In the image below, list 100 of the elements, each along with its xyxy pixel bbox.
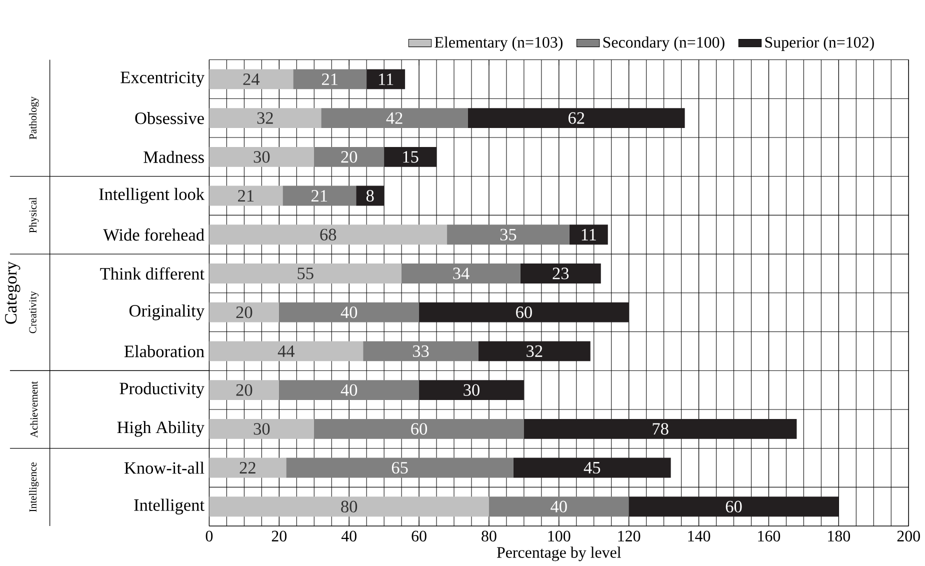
text: Physical <box>29 197 39 233</box>
bar <box>402 264 520 284</box>
bar <box>209 496 489 517</box>
bar <box>488 496 629 517</box>
y-tick-label: Intelligent look <box>99 188 205 204</box>
x-tick-label: 120 <box>618 530 640 542</box>
data-label: 35 <box>500 228 516 240</box>
data-label: 44 <box>278 346 295 357</box>
x-tick-label: 200 <box>897 530 920 542</box>
bar <box>279 380 420 400</box>
bar <box>520 264 601 284</box>
bar <box>366 69 406 90</box>
bar <box>569 224 608 245</box>
data-label: 60 <box>726 500 742 512</box>
data-label: 60 <box>516 306 532 318</box>
text: Intelligence <box>29 462 39 512</box>
y-tick-label: Intelligent <box>134 498 204 515</box>
text: Achievement <box>30 381 38 438</box>
data-label: 68 <box>320 228 336 240</box>
bar <box>209 69 294 90</box>
x-tick-label: 60 <box>412 530 426 542</box>
legend-label: Secondary (n=100) <box>603 36 724 52</box>
bar <box>628 496 839 517</box>
y-tick-label: Think different <box>100 267 204 280</box>
bar <box>321 108 468 128</box>
bar <box>209 147 314 167</box>
data-label: 20 <box>236 384 252 396</box>
data-label: 15 <box>403 151 418 163</box>
bar <box>363 341 478 362</box>
data-label: 30 <box>254 423 270 435</box>
bar <box>468 108 685 128</box>
bar <box>209 302 280 322</box>
bar <box>209 380 280 400</box>
x-tick-label: 160 <box>758 530 780 542</box>
bar <box>209 186 283 206</box>
data-label: 45 <box>584 462 600 474</box>
data-label: 30 <box>464 384 480 396</box>
y-tick-label: Originality <box>129 304 204 320</box>
data-label: 22 <box>240 462 256 474</box>
bar <box>286 458 514 478</box>
y-tick-label: Know-it-all <box>124 462 204 474</box>
y-tick-label: Elaboration <box>124 345 204 358</box>
data-label: 24 <box>243 74 260 85</box>
bar <box>419 380 524 400</box>
text: Creativity <box>29 291 39 334</box>
bar <box>209 458 286 478</box>
y-tick-label: Wide forehead <box>103 228 204 241</box>
bar <box>282 186 356 206</box>
data-label: 34 <box>453 268 470 280</box>
data-label: 65 <box>392 462 408 474</box>
bar <box>209 418 314 439</box>
data-label: 20 <box>236 306 252 318</box>
data-label: 62 <box>568 112 584 124</box>
data-label: 40 <box>550 500 567 512</box>
data-label: 55 <box>298 268 314 280</box>
legend-label: Superior (n=102) <box>765 36 874 51</box>
y-tick-label: Excentricity <box>120 72 204 87</box>
bar <box>293 69 367 90</box>
y-tick-label: High Ability <box>117 421 204 437</box>
y-tick-label: Obsessive <box>135 112 204 124</box>
bar <box>314 418 524 439</box>
data-label: 8 <box>366 190 374 202</box>
x-tick-label: 0 <box>206 530 213 542</box>
data-label: 42 <box>386 112 402 124</box>
bar <box>356 186 384 206</box>
bar <box>209 108 322 128</box>
data-label: 78 <box>652 423 668 435</box>
bar <box>419 302 629 322</box>
data-label: 40 <box>340 306 358 318</box>
data-label: 40 <box>340 384 358 396</box>
x-tick-label: 80 <box>482 530 496 542</box>
data-label: 21 <box>312 190 327 202</box>
y-tick-label: Productivity <box>120 382 204 398</box>
x-tick-label: 20 <box>272 530 287 542</box>
legend-label: Elementary (n=103) <box>434 36 563 52</box>
bar <box>209 224 448 245</box>
data-label: 21 <box>238 190 254 202</box>
x-tick-label: 140 <box>688 530 710 542</box>
data-label: 30 <box>254 151 270 163</box>
x-axis-title: Percentage by level <box>496 546 622 562</box>
x-tick-label: 180 <box>828 530 850 542</box>
data-label: 11 <box>582 228 596 240</box>
y-tick-label: Madness <box>144 150 204 164</box>
data-label: 23 <box>552 268 569 280</box>
data-label: 20 <box>341 151 358 163</box>
y-axis-title: Category <box>5 261 20 324</box>
bar <box>279 302 420 322</box>
data-label: 33 <box>412 345 429 358</box>
bar <box>478 341 590 362</box>
bar <box>447 224 570 245</box>
bar <box>209 264 402 284</box>
bar <box>314 147 384 167</box>
data-label: 32 <box>526 345 542 358</box>
data-label: 80 <box>341 500 358 512</box>
bar <box>209 341 364 362</box>
data-label: 21 <box>322 74 338 85</box>
data-label: 60 <box>411 423 428 435</box>
x-tick-label: 100 <box>548 530 570 542</box>
x-tick-label: 40 <box>341 530 356 542</box>
data-label: 32 <box>257 112 273 124</box>
